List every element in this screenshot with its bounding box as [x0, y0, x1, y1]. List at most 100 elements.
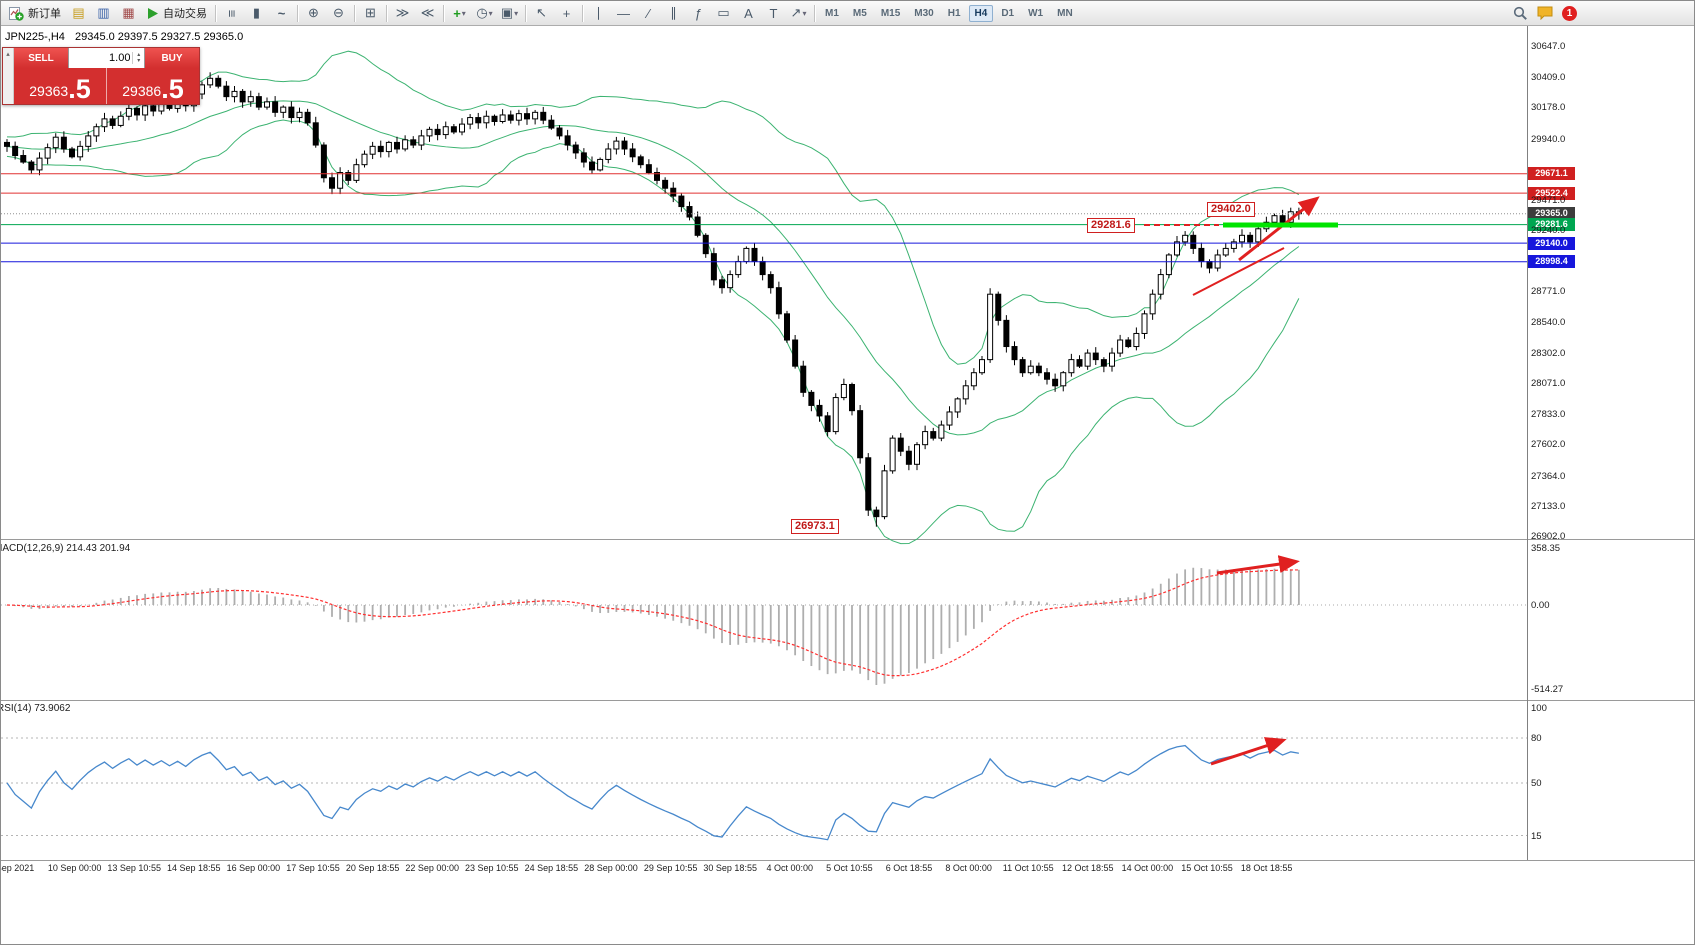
notification-badge[interactable]: 1 [1562, 5, 1577, 21]
autotrading-play-icon [148, 7, 158, 19]
buy-price-big: .5 [161, 74, 184, 104]
shapes-icon: ▭ [717, 5, 730, 20]
volume-field[interactable]: ▴ ▾ [68, 48, 145, 68]
timeframe-w1-button[interactable]: W1 [1028, 7, 1044, 19]
arrows-button[interactable]: ↗ ▾ [786, 3, 811, 23]
timeframe-mn-button[interactable]: MN [1057, 7, 1073, 19]
sell-price-display[interactable]: 29363.5 [14, 68, 107, 104]
rsi-trend-arrow[interactable] [1210, 737, 1287, 766]
line-chart-icon: ~ [277, 5, 286, 21]
cursor-button[interactable]: ↖ [529, 3, 554, 23]
volume-stepper[interactable]: ▴ ▾ [132, 52, 144, 64]
chart-ohlc-title: JPN225-,H4 29345.0 29397.5 29327.5 29365… [5, 31, 243, 43]
volume-down-icon[interactable]: ▾ [137, 58, 141, 64]
macd-trend-arrow[interactable] [1216, 555, 1300, 575]
text-label-button[interactable]: T [761, 3, 786, 23]
fibonacci-button[interactable]: ƒ [686, 3, 711, 23]
add-indicator-caret-icon: ▾ [461, 8, 466, 18]
horizontal-line-icon: — [617, 5, 630, 21]
collapse-icon: ▴ [6, 51, 10, 58]
timeframe-group: M1 M5 M15 M30 H1 H4 D1 W1 MN [818, 4, 1080, 22]
crosshair-button[interactable]: + [554, 3, 579, 23]
zoom-in-button[interactable]: ⊕ [301, 3, 326, 23]
toolbar-separator [215, 4, 216, 22]
timeframe-h4-button[interactable]: H4 [968, 4, 994, 22]
candlestick-chart-button[interactable]: ▮ [244, 3, 269, 23]
tile-windows-icon: ⊞ [365, 5, 376, 20]
data-window-icon[interactable]: ▥ [97, 5, 110, 20]
chart-ohlc-values: 29345.0 29397.5 29327.5 29365.0 [74, 31, 244, 43]
line-chart-button[interactable]: ~ [269, 3, 294, 23]
toolbar-separator [582, 4, 583, 22]
breakout-arrow[interactable] [1238, 196, 1320, 262]
templates-caret-icon: ▾ [514, 8, 519, 18]
periods-icon: ◷ [476, 5, 488, 20]
toolbar-separator [297, 4, 298, 22]
add-indicator-button[interactable]: + ▾ [447, 3, 472, 23]
toolbar-separator [814, 4, 815, 22]
horizontal-line-button[interactable]: — [611, 3, 636, 23]
candlestick-chart-icon: ▮ [252, 5, 261, 20]
periods-caret-icon: ▾ [488, 8, 493, 18]
auto-scroll-button[interactable]: ≫ [390, 3, 415, 23]
trendline-icon: ∕ [647, 5, 650, 21]
chart-shift-icon: ≪ [420, 5, 435, 20]
sell-price-big: .5 [68, 74, 91, 104]
timeframe-m1-button[interactable]: M1 [825, 7, 839, 19]
buy-price-small: 29386 [122, 83, 162, 99]
equidistant-channel-icon: ∥ [670, 5, 677, 20]
timeframe-d1-button[interactable]: D1 [1001, 7, 1015, 19]
market-watch-icon[interactable]: ▤ [72, 5, 85, 20]
toolbar-right-group: 1 [1513, 1, 1577, 25]
one-click-main: SELL ▴ ▾ BUY 29363.5 29386.5 [14, 48, 199, 104]
fibonacci-icon: ƒ [694, 5, 703, 21]
tile-windows-button[interactable]: ⊞ [358, 3, 383, 23]
toolbar-separator [386, 4, 387, 22]
text-label-icon: T [769, 5, 778, 21]
one-click-trading-panel: ▴ SELL ▴ ▾ BUY 29363.5 29386.5 [2, 47, 200, 105]
cursor-icon: ↖ [536, 5, 547, 20]
volume-input[interactable] [69, 51, 133, 65]
navigator-icon[interactable]: ▦ [122, 5, 135, 20]
timeframe-h1-button[interactable]: H1 [947, 7, 961, 19]
zoom-out-button[interactable]: ⊖ [326, 3, 351, 23]
buy-button[interactable]: BUY [145, 48, 199, 68]
text-icon: A [744, 5, 753, 21]
support-trendline[interactable] [1192, 247, 1285, 296]
auto-scroll-icon: ≫ [395, 5, 410, 20]
sell-price-small: 29363 [29, 83, 69, 99]
templates-button[interactable]: ▣ ▾ [497, 3, 522, 23]
main-toolbar: 新订单 ▤ ▥ ▦ 自动交易 ≡ ▮ ~ ⊕ ⊖ ⊞ ≫ ≪ + ▾ ◷ ▾ ▣ ▾ ↖ + ∣ — ∕ ∥ ƒ ▭ A T ↗ ▾ … [1, 1, 1694, 26]
toolbar-separator [354, 4, 355, 22]
zoom-out-icon: ⊖ [333, 5, 344, 20]
crosshair-icon: + [562, 5, 571, 21]
timeframe-m5-button[interactable]: M5 [852, 7, 867, 19]
toolbar-separator [443, 4, 444, 22]
chart-shift-button[interactable]: ≪ [415, 3, 440, 23]
arrows-icon: ↗ [790, 5, 802, 20]
new-order-button[interactable]: 新订单 [4, 3, 66, 23]
chart-tool-buttons: ≡ ▮ ~ ⊕ ⊖ ⊞ ≫ ≪ + ▾ ◷ ▾ ▣ ▾ ↖ + ∣ — ∕ ∥ ƒ ▭ A T ↗ ▾ [212, 3, 818, 23]
buy-price-display[interactable]: 29386.5 [107, 68, 199, 104]
bar-chart-button[interactable]: ≡ [219, 3, 244, 23]
text-button[interactable]: A [736, 3, 761, 23]
vertical-line-button[interactable]: ∣ [586, 3, 611, 23]
vertical-line-icon: ∣ [595, 5, 602, 20]
zoom-in-icon: ⊕ [308, 5, 319, 20]
autotrading-label: 自动交易 [163, 8, 207, 20]
volume-up-icon[interactable]: ▴ [137, 52, 141, 58]
periods-button[interactable]: ◷ ▾ [472, 3, 497, 23]
equidistant-channel-button[interactable]: ∥ [661, 3, 686, 23]
trendline-button[interactable]: ∕ [636, 3, 661, 23]
one-click-collapse-button[interactable]: ▴ [3, 48, 14, 104]
new-order-label: 新订单 [28, 8, 61, 20]
chat-icon[interactable] [1537, 6, 1553, 20]
timeframe-m15-button[interactable]: M15 [880, 7, 901, 19]
shapes-button[interactable]: ▭ [711, 3, 736, 23]
toolbar-separator [525, 4, 526, 22]
search-icon[interactable] [1513, 6, 1528, 21]
autotrading-button[interactable]: 自动交易 [141, 3, 212, 23]
timeframe-m30-button[interactable]: M30 [914, 7, 934, 19]
sell-button[interactable]: SELL [14, 48, 68, 68]
